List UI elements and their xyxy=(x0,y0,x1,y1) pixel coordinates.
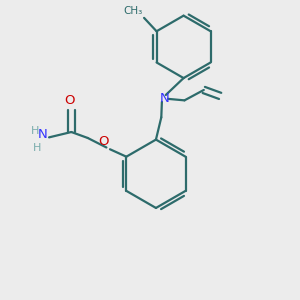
Text: H: H xyxy=(31,126,39,136)
Text: O: O xyxy=(98,135,109,148)
Text: O: O xyxy=(64,94,75,107)
Text: CH₃: CH₃ xyxy=(124,6,143,16)
Text: H: H xyxy=(33,143,42,153)
Text: N: N xyxy=(159,92,169,105)
Text: N: N xyxy=(38,128,48,142)
